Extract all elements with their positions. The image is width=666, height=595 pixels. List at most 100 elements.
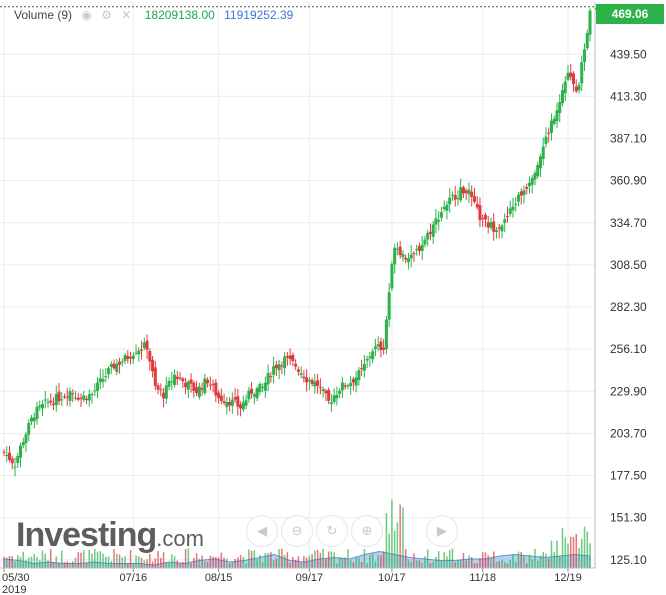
volume-bar xyxy=(501,559,503,568)
volume-bar xyxy=(330,551,333,568)
volume-bar xyxy=(462,553,465,568)
volume-bar xyxy=(418,560,421,568)
candle-body xyxy=(82,395,86,400)
candle-body xyxy=(123,355,127,362)
candle-body xyxy=(475,203,479,208)
volume-bar xyxy=(341,558,344,568)
candle-body xyxy=(41,404,45,409)
scroll-right-icon[interactable]: ▶ xyxy=(426,515,458,547)
volume-bar xyxy=(580,538,583,568)
volume-bar xyxy=(135,555,137,568)
volume-bar xyxy=(267,552,269,568)
candle-body xyxy=(541,146,545,159)
candle-body xyxy=(13,466,17,468)
volume-bar xyxy=(550,540,553,568)
zoom-out-icon[interactable]: ⊖ xyxy=(281,515,313,547)
candle-body xyxy=(228,402,232,406)
candle-body xyxy=(184,382,188,388)
candle-body xyxy=(192,382,196,391)
candle-body xyxy=(492,221,496,232)
volume-bar xyxy=(440,560,443,568)
candle-body xyxy=(203,378,207,394)
candle-body xyxy=(406,258,410,263)
volume-bar xyxy=(102,553,104,568)
zoom-in-icon[interactable]: ⊕ xyxy=(351,515,383,547)
volume-bar xyxy=(160,557,162,568)
volume-bar xyxy=(14,561,16,568)
candle-body xyxy=(46,402,50,404)
settings-icon[interactable]: ⚙ xyxy=(101,8,112,22)
volume-bar xyxy=(264,553,267,568)
volume-value-secondary: 11919252.39 xyxy=(224,8,294,22)
volume-bar xyxy=(303,555,305,568)
candle-body xyxy=(503,219,507,223)
candle-body xyxy=(294,363,298,367)
volume-bar xyxy=(333,552,335,568)
candle-body xyxy=(395,248,399,250)
logo-suffix: .com xyxy=(156,526,204,551)
volume-bar xyxy=(448,550,451,568)
volume-bar xyxy=(358,557,360,568)
candle-body xyxy=(164,385,168,399)
volume-bar xyxy=(454,562,456,568)
candle-body xyxy=(538,156,542,169)
candle-body xyxy=(401,254,405,258)
candle-body xyxy=(305,377,309,383)
volume-bar xyxy=(564,537,566,568)
volume-bar xyxy=(220,552,223,568)
candle-body xyxy=(563,81,567,94)
volume-bar xyxy=(402,507,404,568)
volume-bar xyxy=(63,562,66,568)
candle-body xyxy=(316,380,320,387)
candle-body xyxy=(566,72,570,80)
candle-body xyxy=(173,374,177,385)
candle-body xyxy=(43,399,47,401)
close-icon[interactable]: ✕ xyxy=(121,8,132,22)
volume-bar xyxy=(129,549,132,568)
candle-body xyxy=(340,382,344,391)
candle-body xyxy=(261,386,265,388)
candle-body xyxy=(16,455,20,463)
candle-body xyxy=(464,190,468,194)
candle-body xyxy=(283,356,287,369)
volume-bar xyxy=(17,555,19,568)
volume-bar xyxy=(311,553,313,568)
candle-body xyxy=(140,349,144,351)
volume-bar xyxy=(209,555,212,568)
candle-body xyxy=(27,422,31,435)
candle-body xyxy=(30,417,34,422)
volume-bar xyxy=(171,554,173,568)
candle-body xyxy=(214,382,218,396)
volume-bar xyxy=(110,560,113,568)
candle-body xyxy=(313,381,317,387)
volume-bar xyxy=(344,557,346,568)
candle-body xyxy=(393,247,397,265)
candle-body xyxy=(115,363,119,373)
reset-icon[interactable]: ↻ xyxy=(316,515,348,547)
volume-bar xyxy=(55,556,58,568)
logo-brand: Investing xyxy=(16,516,157,554)
candle-body xyxy=(8,452,12,460)
volume-bar xyxy=(91,553,93,568)
volume-bar xyxy=(492,551,495,568)
candle-body xyxy=(390,264,394,289)
volume-bar xyxy=(217,557,220,568)
candle-body xyxy=(555,110,559,122)
candle-body xyxy=(519,191,523,196)
candle-body xyxy=(167,380,171,387)
y-tick-label: 256.10 xyxy=(610,342,647,356)
volume-bar xyxy=(11,556,14,568)
candle-body xyxy=(175,376,179,379)
volume-bar xyxy=(124,556,126,568)
volume-bar xyxy=(143,560,146,568)
volume-bar xyxy=(437,551,440,568)
candle-body xyxy=(439,212,443,218)
candle-body xyxy=(574,86,578,92)
volume-bar xyxy=(413,553,415,568)
volume-bar xyxy=(432,561,434,568)
eye-icon[interactable]: ◉ xyxy=(81,8,92,22)
volume-bar xyxy=(525,563,528,568)
scroll-left-icon[interactable]: ◀ xyxy=(246,515,278,547)
candle-body xyxy=(52,403,56,405)
